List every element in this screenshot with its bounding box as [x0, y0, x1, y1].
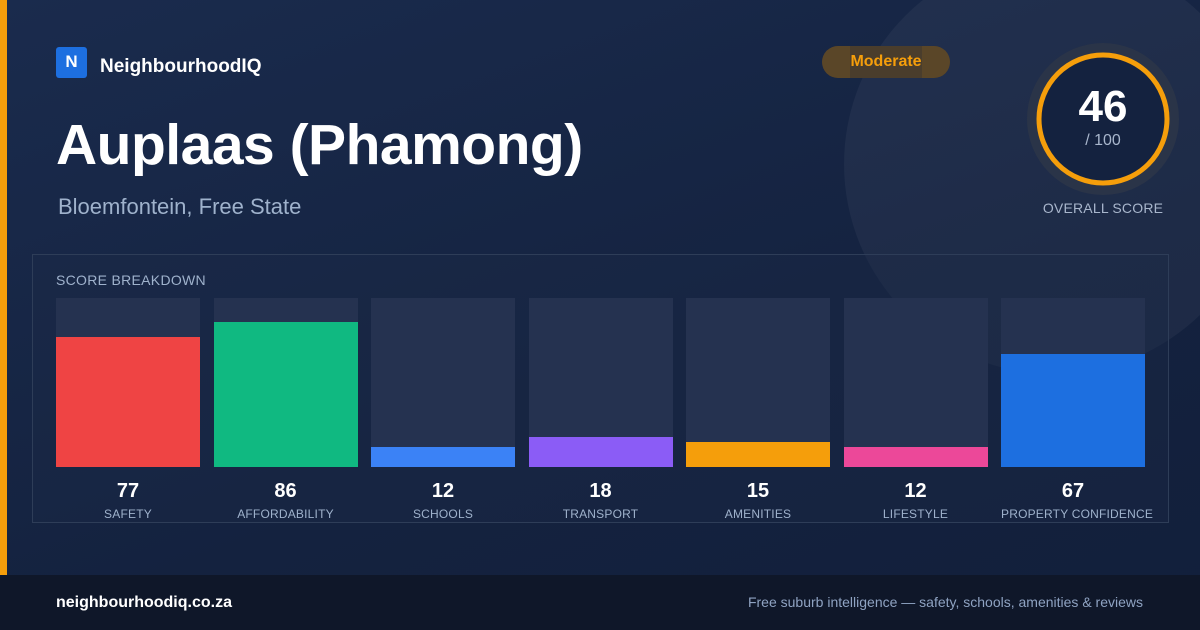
bar-value: 67 — [1061, 480, 1085, 502]
rating-badge: Moderate — [822, 46, 950, 78]
bar-track — [843, 298, 988, 467]
bar-track — [1001, 298, 1145, 467]
overall-score-label: OVERALL SCORE — [1042, 200, 1164, 216]
bar-value: 77 — [116, 480, 140, 502]
bar-value: 15 — [746, 480, 770, 502]
rating-badge-label: Moderate — [850, 53, 922, 70]
bar-track — [371, 298, 515, 467]
overall-score-max: / 100 — [1085, 132, 1121, 149]
bar-label: SAFETY — [104, 507, 152, 521]
score-bar-lifestyle: 12 LIFESTYLE — [843, 298, 988, 521]
bar-track — [528, 298, 673, 467]
footer-url[interactable]: neighbourhoodiq.co.za — [56, 594, 232, 611]
breakdown-title: SCORE BREAKDOWN — [56, 272, 206, 288]
bar-fill — [1001, 354, 1145, 467]
bar-label: AMENITIES — [724, 507, 792, 521]
bar-label: PROPERTY CONFIDENCE — [1001, 507, 1154, 521]
bar-fill — [843, 447, 988, 467]
score-bar-schools: 12 SCHOOLS — [371, 298, 515, 521]
bar-label: AFFORDABILITY — [237, 507, 334, 521]
page-title: Auplaas (Phamong) — [56, 113, 583, 177]
accent-bar — [0, 0, 7, 575]
overall-score-value: 46 — [1078, 82, 1128, 131]
footer: neighbourhoodiq.co.za Free suburb intell… — [0, 575, 1200, 630]
score-ring-graphic — [1036, 52, 1170, 186]
score-bar-property-confidence: 67 PROPERTY CONFIDENCE — [1001, 298, 1154, 521]
bar-track — [56, 298, 200, 467]
bar-fill — [213, 322, 358, 467]
footer-tagline: Free suburb intelligence — safety, schoo… — [747, 594, 1143, 610]
score-bar-amenities: 15 AMENITIES — [686, 298, 830, 521]
bar-label: TRANSPORT — [562, 507, 639, 521]
brand-logo-icon: N — [56, 46, 87, 78]
brand-name: NeighbourhoodIQ — [100, 56, 262, 77]
bar-fill — [371, 447, 515, 467]
bar-value: 86 — [274, 480, 297, 502]
score-bar-transport: 18 TRANSPORT — [528, 298, 673, 521]
brand: N NeighbourhoodIQ — [56, 46, 261, 78]
bar-value: 18 — [589, 480, 612, 502]
bar-track — [686, 298, 830, 467]
bar-label: LIFESTYLE — [882, 507, 949, 521]
bar-track — [213, 298, 358, 467]
bar-value: 12 — [904, 480, 927, 502]
bar-label: SCHOOLS — [412, 507, 474, 521]
score-bar-safety: 77 SAFETY — [56, 298, 200, 521]
location-subtitle: Bloemfontein, Free State — [58, 194, 302, 219]
overall-score-ring — [1027, 43, 1179, 195]
score-breakdown-panel: SCORE BREAKDOWN 77 SAFETY 86 AFFORDABILITY 1… — [32, 254, 1169, 523]
score-bar-affordability: 86 AFFORDABILITY — [213, 298, 358, 521]
bar-fill — [686, 442, 830, 467]
score-ring-arc — [1036, 52, 1170, 186]
bar-fill — [56, 337, 200, 467]
bar-fill — [528, 437, 673, 467]
bar-value: 12 — [431, 480, 455, 502]
